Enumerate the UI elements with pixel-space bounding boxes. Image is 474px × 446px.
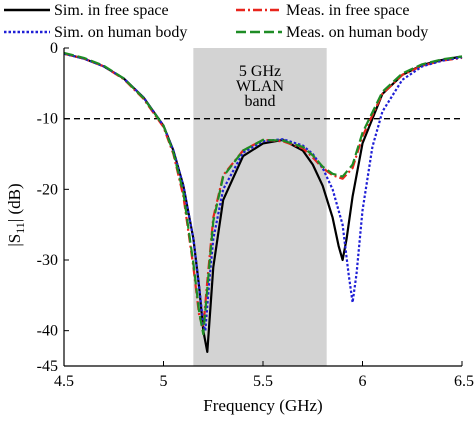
x-ticks: 4.5 5 5.5 6 6.5 <box>54 361 474 390</box>
series-layer <box>63 51 463 353</box>
legend-label-meas-on-human-body: Meas. on human body <box>286 24 428 41</box>
series-line-sim-on-human-body <box>63 52 463 332</box>
series-line-meas-on-human-body <box>63 51 463 336</box>
legend-label-meas-in-free-space: Meas. in free space <box>286 2 410 19</box>
y-tick-label: -30 <box>37 252 58 269</box>
x-tick-label: 4.5 <box>54 373 74 390</box>
y-tick-label: 0 <box>50 40 58 57</box>
band-label-line: band <box>244 93 275 110</box>
y-tick-label: -45 <box>37 358 58 375</box>
y-tick-label: -40 <box>37 323 58 340</box>
y-ticks: 0 -10 -20 -30 -40 -45 <box>37 40 69 375</box>
legend-label-sim-on-human-body: Sim. on human body <box>54 24 187 41</box>
x-tick-label: 6.5 <box>454 373 474 390</box>
legend: Sim. in free space Meas. in free space Sim… <box>4 2 428 41</box>
band-label-line: 5 GHz <box>239 63 281 80</box>
x-tick-label: 5 <box>160 373 168 390</box>
wlan-band-label: 5 GHz WLAN band <box>236 63 284 110</box>
legend-label-sim-in-free-space: Sim. in free space <box>54 2 169 19</box>
y-axis-title: |S11| (dB) <box>5 183 27 246</box>
x-axis-title: Frequency (GHz) <box>203 396 322 415</box>
x-tick-label: 6 <box>359 373 367 390</box>
x-tick-label: 5.5 <box>253 373 273 390</box>
y-tick-label: -20 <box>37 181 58 198</box>
y-tick-label: -10 <box>37 111 58 128</box>
band-label-line: WLAN <box>236 78 284 95</box>
